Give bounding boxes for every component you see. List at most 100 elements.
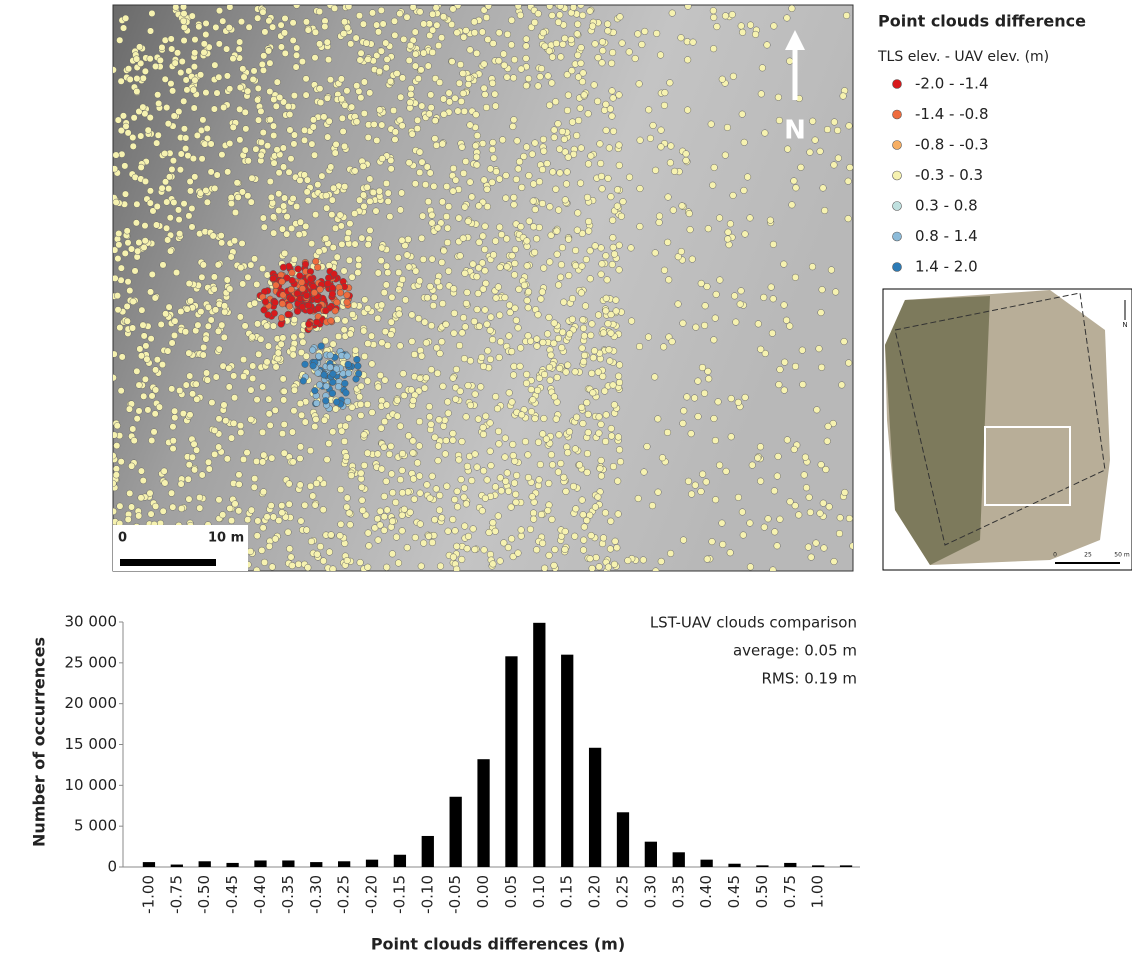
map-point <box>240 66 247 73</box>
map-point <box>553 40 560 47</box>
map-point <box>157 57 164 64</box>
map-point <box>587 247 594 254</box>
map-point <box>565 154 572 161</box>
map-point <box>410 397 417 404</box>
map-point <box>741 139 748 146</box>
map-point <box>711 164 718 171</box>
map-point <box>541 371 548 378</box>
map-point <box>739 111 746 118</box>
map-point <box>444 239 451 246</box>
map-point <box>585 218 592 225</box>
map-point <box>355 370 362 377</box>
map-point <box>286 169 293 176</box>
map-point <box>819 286 826 293</box>
map-point <box>329 390 336 397</box>
map-point <box>442 417 449 424</box>
map-point <box>471 19 478 26</box>
map-point <box>165 185 172 192</box>
map-point <box>559 329 566 336</box>
map-point <box>685 3 692 10</box>
map-point <box>456 215 463 222</box>
map-point <box>525 474 532 481</box>
map-point <box>208 169 215 176</box>
map-point <box>344 495 351 502</box>
map-point <box>579 497 586 504</box>
map-point <box>615 511 622 518</box>
map-point <box>268 194 275 201</box>
map-point <box>553 186 560 193</box>
map-point <box>254 321 261 328</box>
bar <box>310 862 322 867</box>
map-point <box>733 319 740 326</box>
map-point <box>497 264 504 271</box>
map-point <box>752 31 759 38</box>
map-point <box>278 22 285 29</box>
map-point <box>471 546 478 553</box>
map-point <box>439 300 446 307</box>
map-point <box>606 346 613 353</box>
map-point <box>228 200 235 207</box>
map-point <box>445 268 452 275</box>
map-point <box>525 332 532 339</box>
map-point <box>297 482 304 489</box>
map-point <box>383 564 390 571</box>
map-point <box>358 412 365 419</box>
map-point <box>738 23 745 30</box>
map-point <box>508 504 515 511</box>
map-point <box>560 474 567 481</box>
map-point <box>518 527 525 534</box>
map-point <box>186 461 193 468</box>
map-point <box>617 14 624 21</box>
map-point <box>322 398 329 405</box>
map-point <box>730 73 737 80</box>
map-point <box>331 271 338 278</box>
map-point <box>769 330 776 337</box>
map-point <box>784 15 791 22</box>
map-point <box>249 334 256 341</box>
map-point <box>302 361 309 368</box>
map-point <box>481 61 488 68</box>
map-point <box>765 515 772 522</box>
map-point <box>826 503 833 510</box>
map-point <box>115 230 122 237</box>
map-point <box>587 332 594 339</box>
map-point <box>496 224 503 231</box>
map-point <box>164 237 171 244</box>
map-point <box>216 346 223 353</box>
map-point <box>719 520 726 527</box>
map-point <box>325 440 332 447</box>
map-point <box>168 490 175 497</box>
map-point <box>508 17 515 24</box>
map-point <box>168 36 175 43</box>
map-point <box>180 98 187 105</box>
map-point <box>598 245 605 252</box>
map-point <box>416 473 423 480</box>
map-point <box>513 317 520 324</box>
map-point <box>234 179 241 186</box>
map-point <box>147 188 154 195</box>
map-point <box>539 166 546 173</box>
map-point <box>358 383 365 390</box>
map-point <box>331 5 338 12</box>
map-point <box>781 261 788 268</box>
map-point <box>326 549 333 556</box>
map-point <box>384 507 391 514</box>
map-point <box>203 31 210 38</box>
map-point <box>791 446 798 453</box>
map-point <box>683 151 690 158</box>
map-point <box>365 241 372 248</box>
map-point <box>490 139 497 146</box>
map-point <box>404 544 411 551</box>
map-point <box>170 157 177 164</box>
map-point <box>605 175 612 182</box>
map-point <box>608 60 615 67</box>
map-point <box>172 318 179 325</box>
map-point <box>358 484 365 491</box>
map-point <box>492 528 499 535</box>
map-point <box>272 536 279 543</box>
map-point <box>485 3 492 10</box>
map-point <box>484 203 491 210</box>
map-point <box>313 416 320 423</box>
map-point <box>110 67 117 74</box>
map-point <box>149 271 156 278</box>
